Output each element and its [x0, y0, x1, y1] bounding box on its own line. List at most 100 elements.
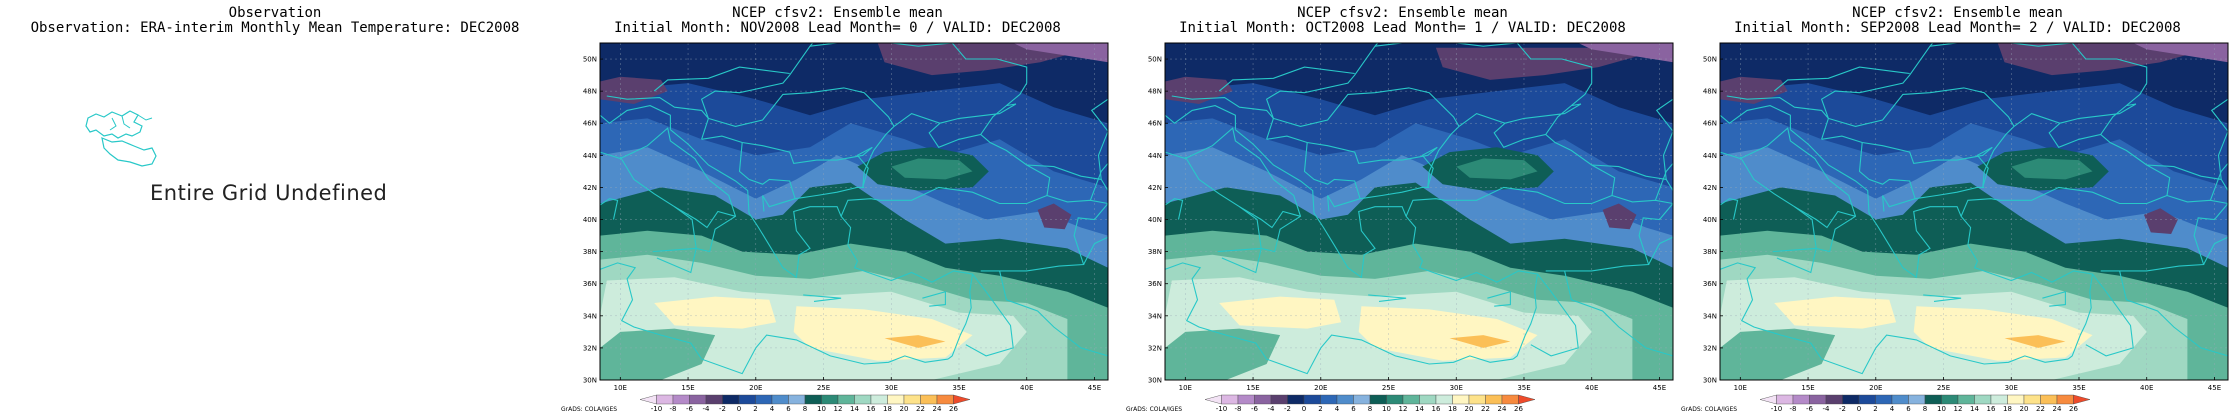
coastline	[1239, 206, 1301, 229]
coastline	[862, 112, 1051, 196]
coastline	[999, 270, 1108, 357]
coastline	[2119, 270, 2228, 357]
colorbar-label: 26	[2069, 405, 2078, 413]
colorbar-swatch	[1501, 394, 1519, 405]
map-gridlines	[600, 43, 1108, 381]
lon-tick-label: 35E	[952, 384, 965, 392]
colorbar-label: 4	[1890, 405, 1895, 413]
colorbar: -10 -8 -6 -4 -2 0 2 4 6 8 10 12 14 16 18 20 22 24 26GrADS:…	[1126, 394, 1536, 413]
colorbar-label: 4	[1335, 405, 1340, 413]
band-purple-east	[1602, 203, 1637, 230]
lon-tick-label: 20E	[1314, 384, 1327, 392]
coastline	[1171, 95, 1274, 119]
forecast-title: NCEP cfsv2: Ensemble mean Initial Month:…	[1675, 6, 2240, 36]
colorbar-swatch	[1419, 394, 1437, 405]
forecast-panel-lead2: NCEP cfsv2: Ensemble mean Initial Month:…	[1675, 0, 2240, 420]
colorbar-swatch	[837, 394, 855, 405]
colorbar-swatch	[1204, 394, 1222, 405]
colorbar-swatch	[1336, 394, 1354, 405]
coastline	[600, 198, 619, 220]
lat-tick-label: 42N	[1148, 184, 1162, 192]
lon-tick-label: 35E	[2072, 384, 2085, 392]
lat-tick-label: 46N	[583, 120, 597, 128]
band-orange-east	[2004, 335, 2066, 348]
colorbar-label: 12	[834, 405, 843, 413]
colorbar-label: 10	[1382, 405, 1391, 413]
colorbar-label: 26	[1514, 405, 1523, 413]
colorbar-label: 20	[1465, 405, 1474, 413]
band-green-core	[891, 158, 973, 180]
coastline	[1591, 164, 1673, 191]
coastline	[2203, 236, 2228, 265]
colorbar-label: 4	[770, 405, 775, 413]
colorbar-swatch	[1485, 394, 1503, 405]
lat-tick-label: 32N	[583, 344, 597, 352]
colorbar-label: 12	[1954, 405, 1963, 413]
lat-tick-label: 36N	[1148, 280, 1162, 288]
colorbar-swatch	[1254, 394, 1272, 405]
lat-tick-label: 44N	[1703, 152, 1717, 160]
colorbar-swatch	[771, 394, 789, 405]
grads-credit: GrADS: COLA/IGES	[561, 406, 617, 413]
colorbar-swatch	[854, 394, 872, 405]
colorbar: -10 -8 -6 -4 -2 0 2 4 6 8 10 12 14 16 18 20 22 24 26GrADS:…	[1681, 394, 2091, 413]
colorbar-swatch	[953, 394, 971, 405]
forecast-title-line1: NCEP cfsv2: Ensemble mean	[732, 5, 943, 21]
colorbar-swatch	[1221, 394, 1239, 405]
band-yellow-west	[1774, 296, 1897, 329]
colorbar-swatch	[2040, 394, 2058, 405]
colorbar-label: 6	[1351, 405, 1356, 413]
forecast-map-lead1: 30N 32N 34N 36N 38N 40N 42N 44N 46N 48N 50N 10E 15E 2…	[1126, 42, 1674, 413]
coastline	[840, 186, 1048, 217]
colorbar-swatch	[1924, 394, 1942, 405]
lat-tick-label: 48N	[1703, 88, 1717, 96]
coastline	[606, 95, 709, 119]
coastline	[1790, 129, 1962, 279]
temperature-field	[600, 43, 1108, 380]
colorbar-label: 20	[900, 405, 909, 413]
forecast-title: NCEP cfsv2: Ensemble mean Initial Month:…	[555, 6, 1120, 36]
forecast-title: NCEP cfsv2: Ensemble mean Initial Month:…	[1120, 6, 1685, 36]
coastline	[1821, 87, 2015, 140]
colorbar-label: 18	[2003, 405, 2012, 413]
colorbar-label: 22	[916, 405, 925, 413]
lat-tick-label: 46N	[1703, 120, 1717, 128]
colorbar-swatch	[1353, 394, 1371, 405]
coastline	[1915, 186, 1985, 200]
colorbar-swatch	[2007, 394, 2025, 405]
coastline	[1218, 66, 1355, 92]
colorbar-label: 12	[1399, 405, 1408, 413]
temperature-field	[1165, 43, 1673, 380]
coastline	[1427, 112, 1616, 196]
coastline	[1368, 294, 1407, 302]
coastlines	[600, 43, 1108, 375]
lon-tick-label: 40E	[1585, 384, 1598, 392]
coastline	[1794, 206, 1856, 229]
colorbar-label: -10	[1771, 405, 1782, 413]
colorbar-label: 18	[1448, 405, 1457, 413]
colorbar-label: -4	[1268, 405, 1276, 413]
colorbar-label: 10	[1937, 405, 1946, 413]
colorbar-label: 14	[1415, 405, 1424, 413]
band-purple-m4	[1013, 43, 1108, 63]
coastline	[1821, 135, 1993, 165]
coastline	[1303, 142, 1361, 212]
band-yellow-east	[793, 306, 973, 361]
coastline	[1265, 43, 1379, 119]
colorbar-swatch	[1303, 394, 1321, 405]
colorbar-label: 2	[1318, 405, 1322, 413]
colorbar-label: 26	[949, 405, 958, 413]
lon-tick-label: 45E	[1653, 384, 1666, 392]
coastline	[1564, 270, 1673, 357]
colorbar-label: -4	[703, 405, 711, 413]
coastline	[670, 129, 842, 279]
coastline	[803, 294, 842, 302]
band-orange-east	[884, 335, 946, 348]
observation-panel: Observation Observation: ERA-interim Mon…	[0, 0, 550, 420]
colorbar-swatch	[870, 394, 888, 405]
lat-tick-label: 36N	[583, 280, 597, 288]
band-yellow-east	[1913, 306, 2093, 361]
colorbar-label: 8	[1923, 405, 1927, 413]
coastline	[1026, 164, 1108, 191]
coastline	[1090, 98, 1108, 180]
